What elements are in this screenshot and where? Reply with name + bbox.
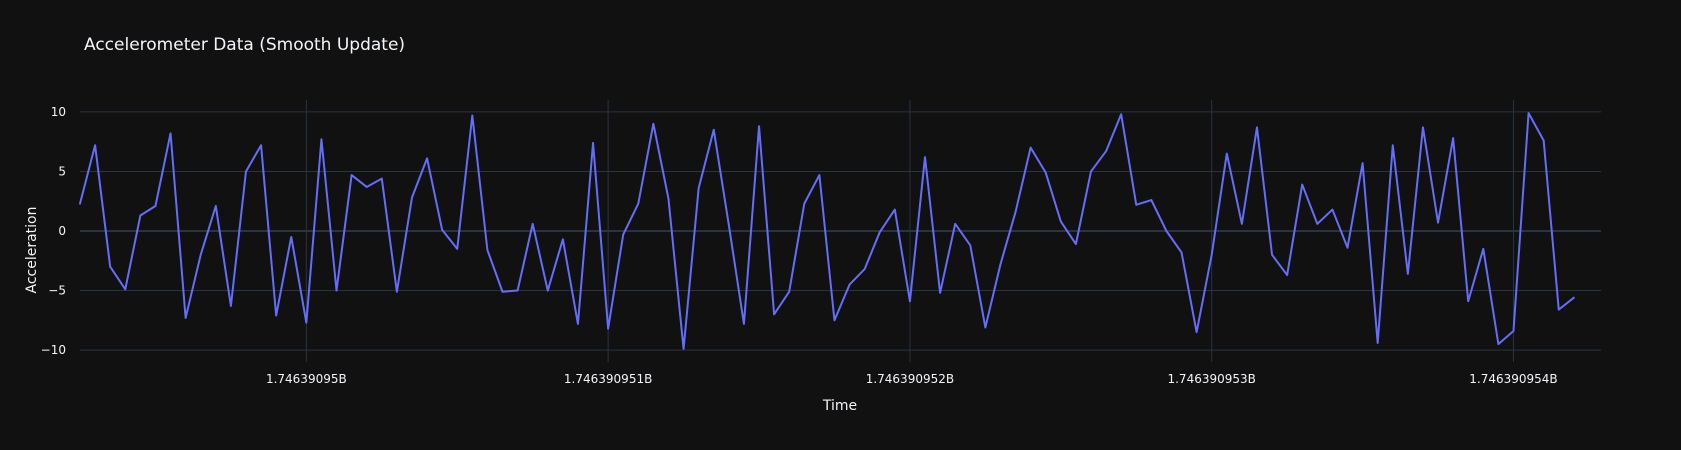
series-layer (79, 112, 1575, 350)
x-tick-label: 1.746390953B (1167, 372, 1255, 386)
y-tick-labels: −10 −5 0 5 10 (41, 105, 66, 357)
series-line-0 (79, 112, 1575, 350)
y-tick-label: −5 (48, 284, 66, 298)
x-axis-title: Time (822, 398, 857, 414)
y-tick-label: 10 (51, 105, 66, 119)
y-tick-label: 5 (58, 164, 66, 178)
grid (80, 100, 1601, 362)
x-tick-labels: 1.74639095B 1.746390951B 1.746390952B 1.746… (266, 372, 1558, 386)
chart-title: Accelerometer Data (Smooth Update) (84, 35, 405, 55)
y-tick-label: −10 (41, 343, 66, 357)
x-tick-label: 1.74639095B (266, 372, 347, 386)
y-tick-label: 0 (58, 224, 66, 238)
y-axis-title: Acceleration (24, 207, 40, 294)
x-tick-label: 1.746390952B (866, 372, 954, 386)
x-tick-label: 1.746390954B (1469, 372, 1557, 386)
x-tick-label: 1.746390951B (564, 372, 652, 386)
